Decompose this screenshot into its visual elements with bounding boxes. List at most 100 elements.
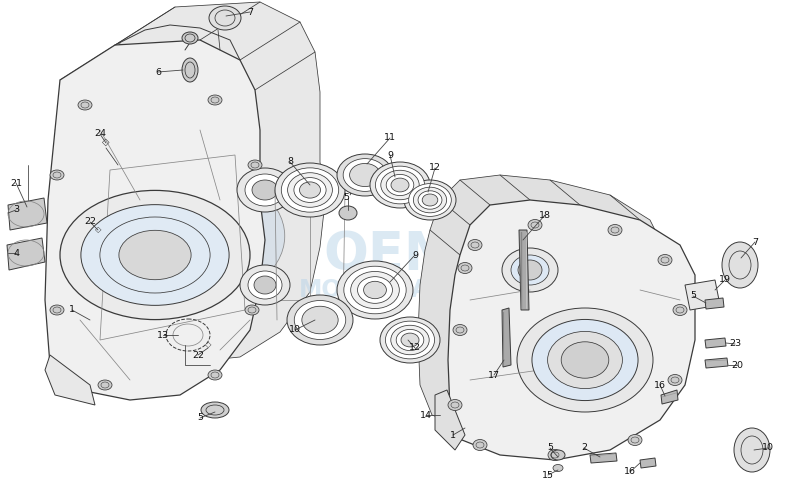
Ellipse shape — [722, 242, 758, 288]
Ellipse shape — [208, 370, 222, 380]
Ellipse shape — [240, 265, 290, 305]
Ellipse shape — [349, 164, 380, 187]
Text: 8: 8 — [287, 158, 293, 166]
Ellipse shape — [385, 321, 435, 359]
Text: 4: 4 — [13, 248, 19, 257]
Ellipse shape — [458, 263, 472, 273]
Ellipse shape — [511, 255, 549, 285]
Text: 5: 5 — [690, 292, 696, 300]
Ellipse shape — [81, 205, 229, 305]
Text: 7: 7 — [752, 238, 758, 246]
Ellipse shape — [351, 272, 400, 308]
Ellipse shape — [245, 305, 259, 315]
Ellipse shape — [337, 154, 393, 196]
Polygon shape — [661, 390, 678, 404]
Text: 2: 2 — [581, 443, 587, 453]
Ellipse shape — [548, 449, 562, 461]
Ellipse shape — [337, 261, 413, 319]
Ellipse shape — [380, 170, 419, 200]
Text: 16: 16 — [654, 381, 666, 389]
Ellipse shape — [658, 254, 672, 266]
Ellipse shape — [528, 219, 542, 230]
Text: 13: 13 — [157, 330, 169, 339]
Ellipse shape — [370, 162, 430, 208]
Text: 21: 21 — [10, 179, 22, 188]
Ellipse shape — [50, 305, 64, 315]
Ellipse shape — [339, 206, 357, 220]
Text: 11: 11 — [384, 134, 396, 142]
Ellipse shape — [391, 178, 409, 192]
Ellipse shape — [502, 248, 558, 292]
Ellipse shape — [248, 160, 262, 170]
Ellipse shape — [413, 187, 447, 213]
Ellipse shape — [357, 276, 392, 303]
Polygon shape — [705, 298, 724, 309]
Text: 12: 12 — [429, 164, 441, 172]
Ellipse shape — [209, 6, 241, 30]
Text: OEM: OEM — [324, 229, 457, 281]
Ellipse shape — [237, 168, 293, 212]
Ellipse shape — [254, 276, 276, 294]
Text: 10: 10 — [762, 443, 774, 453]
Text: 3: 3 — [13, 206, 19, 215]
Ellipse shape — [300, 182, 320, 198]
Polygon shape — [448, 200, 695, 460]
Polygon shape — [590, 453, 617, 463]
Ellipse shape — [364, 281, 386, 299]
Polygon shape — [418, 175, 665, 435]
Text: 20: 20 — [731, 360, 743, 370]
Polygon shape — [45, 355, 95, 405]
Ellipse shape — [182, 58, 198, 82]
Ellipse shape — [548, 331, 622, 388]
Ellipse shape — [344, 266, 406, 314]
Text: 6: 6 — [155, 67, 161, 77]
Polygon shape — [685, 280, 720, 310]
Ellipse shape — [396, 329, 424, 351]
Text: ◇: ◇ — [103, 137, 110, 147]
Text: MOTORPARTS: MOTORPARTS — [299, 278, 481, 302]
Text: 9: 9 — [387, 151, 393, 160]
Ellipse shape — [19, 202, 37, 224]
Text: 5: 5 — [547, 443, 553, 453]
Text: 14: 14 — [420, 410, 432, 419]
Ellipse shape — [245, 174, 285, 206]
Ellipse shape — [673, 304, 687, 316]
Text: 1: 1 — [69, 305, 75, 315]
Ellipse shape — [287, 295, 353, 345]
Ellipse shape — [532, 320, 638, 401]
Text: 24: 24 — [94, 130, 106, 138]
Text: 17: 17 — [488, 371, 500, 380]
Ellipse shape — [119, 230, 191, 280]
Ellipse shape — [294, 300, 346, 339]
Ellipse shape — [391, 325, 429, 355]
Ellipse shape — [386, 174, 414, 195]
Ellipse shape — [668, 375, 682, 385]
Ellipse shape — [553, 464, 563, 471]
Text: 18: 18 — [539, 211, 551, 219]
Ellipse shape — [201, 402, 229, 418]
Ellipse shape — [551, 450, 565, 460]
Ellipse shape — [294, 178, 326, 202]
Ellipse shape — [422, 194, 438, 206]
Ellipse shape — [275, 163, 345, 217]
Text: ◇: ◇ — [95, 225, 101, 235]
Ellipse shape — [517, 308, 653, 412]
Ellipse shape — [453, 325, 467, 335]
Ellipse shape — [78, 100, 92, 110]
Ellipse shape — [98, 380, 112, 390]
Ellipse shape — [562, 342, 609, 378]
Ellipse shape — [518, 260, 542, 280]
Text: 1: 1 — [450, 431, 456, 439]
Ellipse shape — [608, 224, 622, 236]
Text: 10: 10 — [289, 326, 301, 334]
Text: 23: 23 — [729, 339, 741, 349]
Text: 15: 15 — [542, 470, 554, 480]
Ellipse shape — [182, 32, 198, 44]
Text: 22: 22 — [192, 351, 204, 359]
Ellipse shape — [248, 271, 282, 299]
Ellipse shape — [376, 166, 425, 204]
Ellipse shape — [302, 306, 338, 334]
Ellipse shape — [409, 184, 451, 217]
Polygon shape — [435, 390, 465, 450]
Ellipse shape — [60, 191, 250, 320]
